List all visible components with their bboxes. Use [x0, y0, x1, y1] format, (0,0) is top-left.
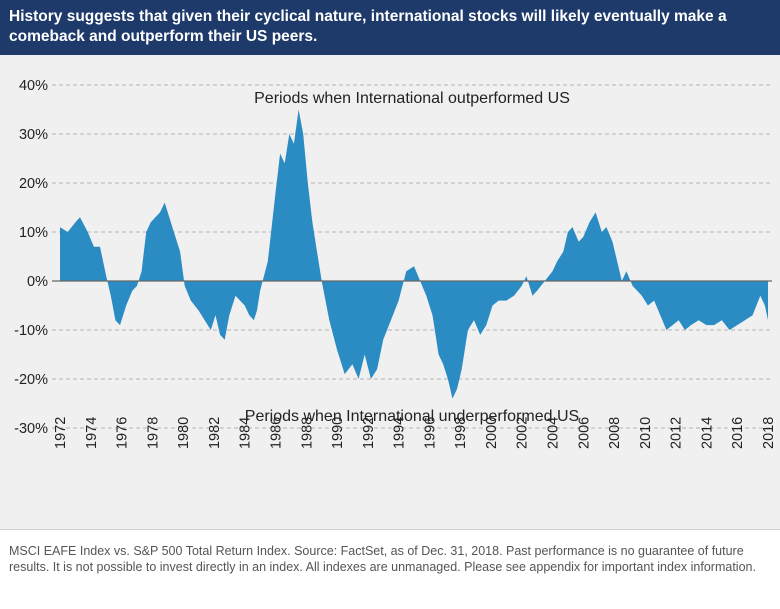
x-tick-label: 2014: [699, 417, 715, 449]
x-tick-label: 1988: [299, 417, 315, 449]
area-series: [60, 109, 768, 399]
x-tick-label: 1994: [392, 417, 408, 449]
x-tick-label: 2018: [761, 417, 777, 449]
y-axis: 40% 30% 20% 10% 0% -10% -20% -30%: [14, 78, 48, 437]
x-tick-label: 1976: [115, 417, 131, 449]
x-tick-label: 1980: [176, 417, 192, 449]
x-tick-label: 2016: [730, 417, 746, 449]
x-tick-label: 1974: [84, 417, 100, 449]
x-tick-label: 1978: [145, 417, 161, 449]
x-tick-label: 1984: [238, 417, 254, 449]
y-tick-label: 10%: [19, 225, 48, 241]
annotation-underperformed: Periods when International underperforme…: [245, 408, 579, 425]
x-tick-label: 2000: [484, 417, 500, 449]
chart-panel: 40% 30% 20% 10% 0% -10% -20% -30% 1972 1974 1976 1…: [0, 55, 780, 529]
footnote: MSCI EAFE Index vs. S&P 500 Total Return…: [9, 544, 756, 574]
x-axis: 1972 1974 1976 1978 1980 1982 1984 1986 1988 1990…: [53, 417, 777, 449]
x-tick-label: 1972: [53, 417, 69, 449]
x-tick-label: 1990: [330, 417, 346, 449]
y-tick-label: 30%: [19, 127, 48, 143]
x-tick-label: 2006: [576, 417, 592, 449]
area-chart: 40%30%20%10%0%-10%-20%-30% 1972 1974 1976 1…: [14, 78, 777, 449]
x-tick-label: 1996: [422, 417, 438, 449]
x-tick-label: 1982: [207, 417, 223, 449]
header-bar: History suggests that given their cyclic…: [0, 0, 780, 55]
x-tick-label: 2004: [546, 417, 562, 449]
y-tick-label: -30%: [14, 421, 48, 437]
x-tick-label: 1992: [361, 417, 377, 449]
y-tick-label: 0%: [27, 274, 48, 290]
y-tick-label: 40%: [19, 78, 48, 94]
x-tick-label: 1986: [268, 417, 284, 449]
y-tick-label: -20%: [14, 372, 48, 388]
footer: MSCI EAFE Index vs. S&P 500 Total Return…: [0, 529, 780, 609]
x-tick-label: 2012: [669, 417, 685, 449]
x-tick-label: 2010: [638, 417, 654, 449]
y-tick-label: 20%: [19, 176, 48, 192]
x-tick-label: 2008: [607, 417, 623, 449]
x-tick-label: 1998: [453, 417, 469, 449]
header-title: History suggests that given their cyclic…: [9, 8, 727, 45]
x-tick-label: 2002: [515, 417, 531, 449]
annotation-outperformed: Periods when International outperformed …: [254, 90, 570, 107]
y-tick-label: -10%: [14, 323, 48, 339]
